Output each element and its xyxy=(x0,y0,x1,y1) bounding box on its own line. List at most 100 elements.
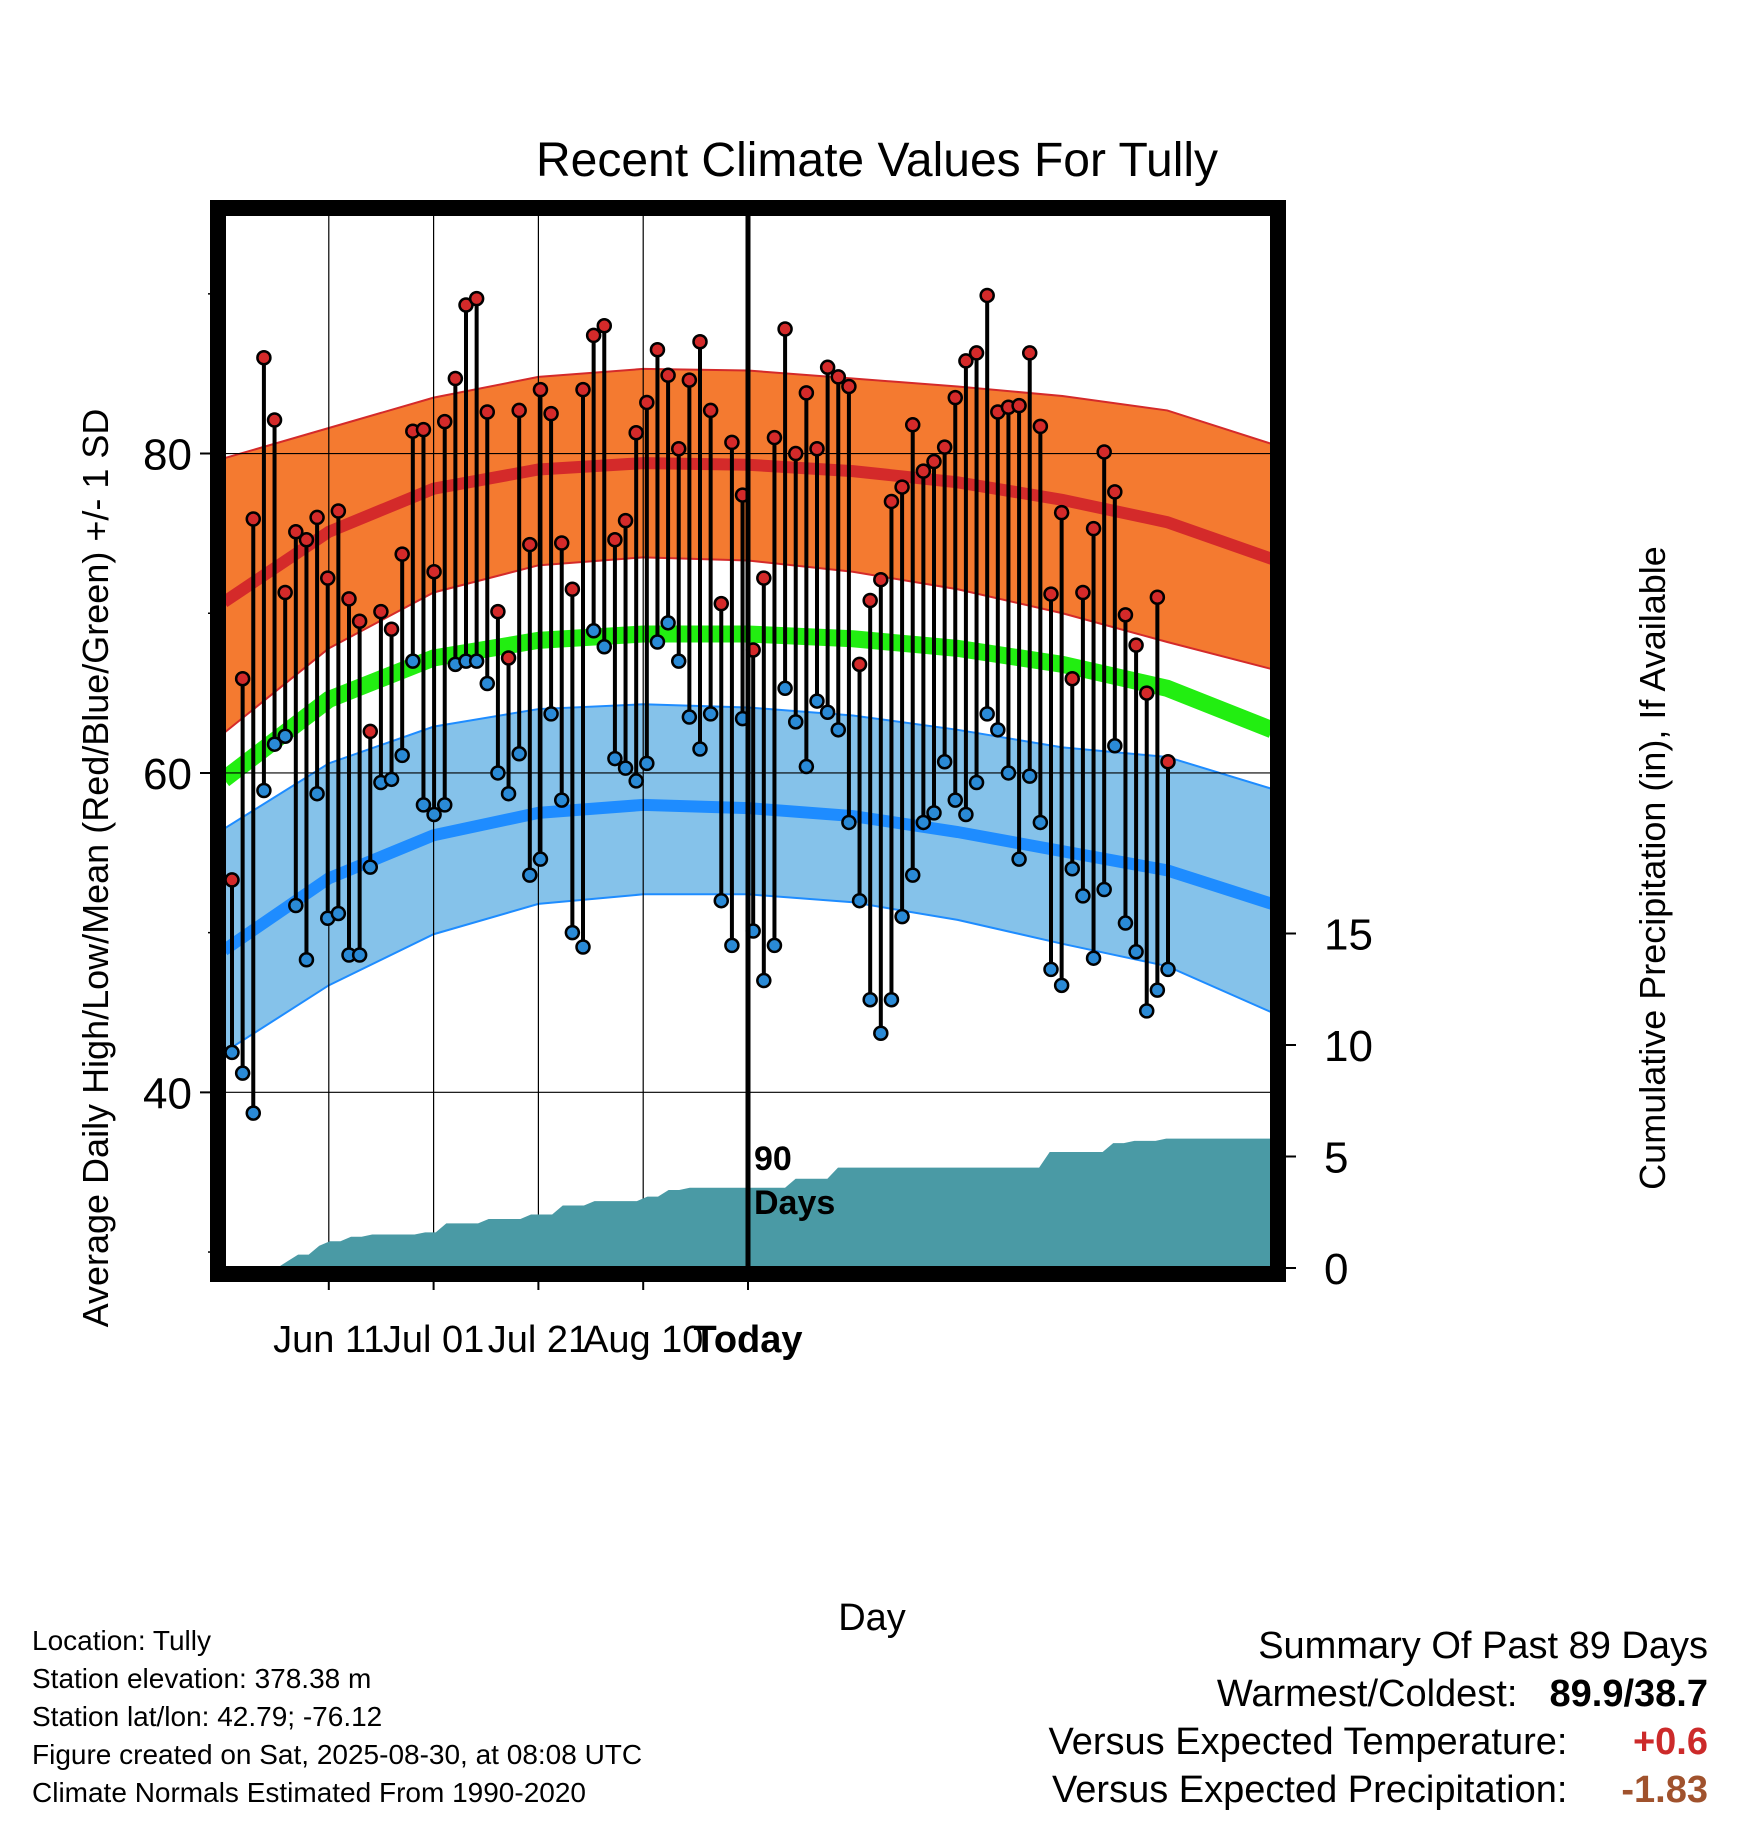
low-point xyxy=(862,991,878,1008)
low-point xyxy=(383,771,400,788)
low-point xyxy=(968,774,985,791)
y2-tick-label: 15 xyxy=(1324,911,1373,960)
low-point xyxy=(1128,944,1144,960)
created-text: Figure created on Sat, 2025-08-30, at 08… xyxy=(32,1739,643,1770)
low-point xyxy=(575,939,591,955)
high-point xyxy=(1085,520,1102,537)
low-point xyxy=(724,937,740,954)
low-point xyxy=(1117,915,1134,931)
low-point xyxy=(1085,950,1102,966)
high-point xyxy=(883,493,900,510)
low-point xyxy=(777,680,793,697)
low-point xyxy=(288,897,304,914)
high-point xyxy=(288,524,304,540)
y-tick-label: 60 xyxy=(143,750,192,799)
high-point xyxy=(596,318,613,334)
low-point xyxy=(958,806,974,823)
normals-text: Climate Normals Estimated From 1990-2020 xyxy=(32,1777,586,1808)
high-point xyxy=(522,536,538,553)
warm-cold-label: Warmest/Coldest: xyxy=(1216,1673,1518,1715)
high-point xyxy=(436,413,453,430)
low-point xyxy=(841,814,857,831)
summary-title: Summary Of Past 89 Days xyxy=(1258,1625,1708,1667)
today-marker-label-line: Days xyxy=(754,1184,835,1222)
low-point xyxy=(702,706,719,722)
low-point xyxy=(1011,851,1027,867)
low-point xyxy=(1096,881,1112,898)
high-point xyxy=(841,378,857,395)
high-point xyxy=(1021,345,1038,361)
high-point xyxy=(490,603,506,620)
y2-tick-label: 0 xyxy=(1324,1245,1348,1294)
high-point xyxy=(1096,444,1112,460)
low-point xyxy=(904,867,921,883)
low-point xyxy=(277,728,293,744)
high-point xyxy=(479,404,496,420)
high-point xyxy=(234,670,251,687)
high-point xyxy=(309,509,325,526)
low-point xyxy=(681,709,698,725)
low-point xyxy=(543,706,559,722)
high-point xyxy=(628,425,644,441)
high-point xyxy=(532,381,549,398)
high-point xyxy=(1053,504,1070,521)
low-point xyxy=(1149,982,1166,998)
low-point xyxy=(415,797,432,813)
summary-panel: Summary Of Past 89 Days Warmest/Coldest:… xyxy=(1049,1622,1708,1814)
high-point xyxy=(319,570,336,586)
high-point xyxy=(351,613,368,629)
high-point xyxy=(341,591,357,607)
high-point xyxy=(245,511,262,527)
low-point xyxy=(522,867,538,883)
high-point xyxy=(500,650,517,666)
low-point xyxy=(532,851,549,867)
x-tick-label: Today xyxy=(693,1319,802,1361)
low-point xyxy=(1160,961,1176,978)
low-point xyxy=(809,693,825,709)
low-point xyxy=(670,653,687,669)
high-point xyxy=(415,421,432,438)
low-point xyxy=(1064,861,1081,877)
low-point xyxy=(309,785,325,802)
high-point xyxy=(777,321,793,337)
high-point xyxy=(958,353,974,369)
chart-title: Recent Climate Values For Tully xyxy=(536,134,1218,187)
high-point xyxy=(766,429,783,446)
low-point xyxy=(883,991,900,1008)
high-point xyxy=(511,402,527,419)
low-point xyxy=(468,653,485,669)
high-point xyxy=(681,372,698,388)
low-point xyxy=(1043,961,1059,978)
temp-row: Versus Expected Temperature: +0.6 xyxy=(1049,1718,1708,1766)
high-point xyxy=(617,512,634,529)
high-point xyxy=(1138,685,1155,701)
low-point xyxy=(713,892,730,909)
low-point xyxy=(787,714,804,730)
high-point xyxy=(373,603,389,620)
low-point xyxy=(1000,765,1017,781)
high-point xyxy=(660,367,676,384)
high-point xyxy=(692,334,708,350)
y-tick-label: 80 xyxy=(143,431,192,480)
low-point xyxy=(266,736,283,752)
low-point xyxy=(1021,768,1038,784)
low-point xyxy=(585,623,602,639)
low-point xyxy=(1107,738,1123,754)
plot-clipped xyxy=(224,214,1272,1268)
high-point xyxy=(277,584,293,601)
low-point xyxy=(607,750,623,767)
high-point xyxy=(585,327,602,344)
location-text: Location: Tully xyxy=(32,1625,211,1656)
low-point xyxy=(819,704,836,721)
low-point xyxy=(298,952,315,968)
low-point xyxy=(479,675,496,692)
high-point xyxy=(936,439,953,455)
y-axis-label: Average Daily High/Low/Mean (Red/Blue/Gr… xyxy=(75,409,116,1328)
temp-label: Versus Expected Temperature: xyxy=(1048,1721,1568,1763)
low-point xyxy=(873,1025,889,1041)
high-point xyxy=(649,341,666,358)
low-point xyxy=(245,1105,262,1121)
x-tick-label: Jun 11 xyxy=(273,1319,384,1361)
low-point xyxy=(936,754,953,770)
